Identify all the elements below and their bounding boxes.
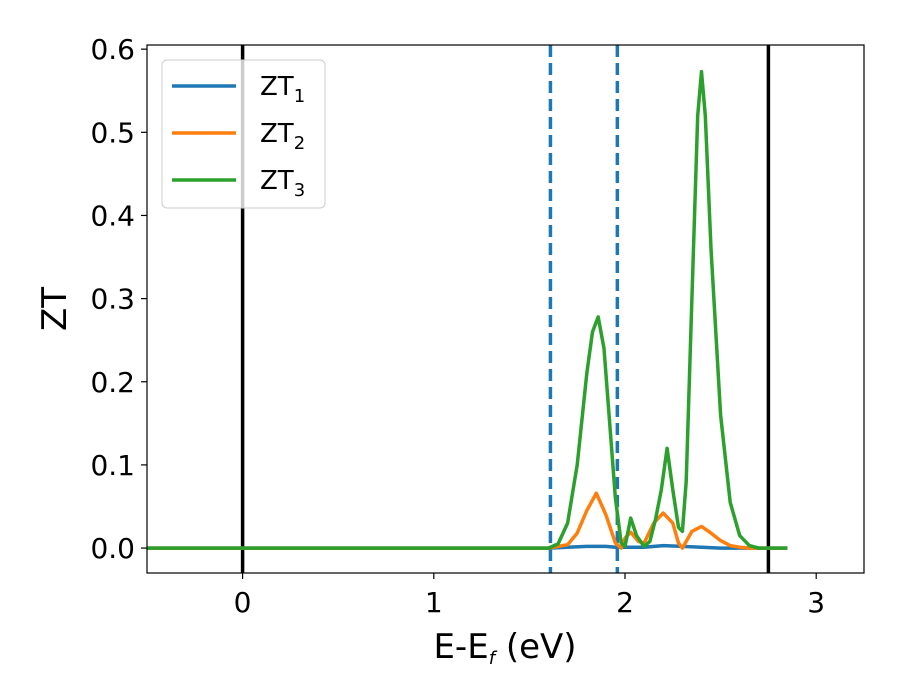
x-axis-title-sub: f <box>489 648 498 669</box>
y-axis-title: ZT <box>35 287 75 331</box>
x-tick-label: 3 <box>807 586 825 619</box>
y-tick-label: 0.3 <box>90 283 135 316</box>
series-zt3-line <box>147 69 788 550</box>
x-axis-title-base: E-E <box>433 627 488 667</box>
plot-frame <box>146 44 865 574</box>
y-tick-label: 0.0 <box>90 532 135 565</box>
series-zt2-line <box>147 491 788 550</box>
x-axis-ticks: 0 1 2 3 <box>234 573 825 619</box>
x-tick-label: 0 <box>234 586 252 619</box>
x-axis-title-suffix: (eV) <box>495 627 577 667</box>
y-tick-label: 0.6 <box>90 33 135 66</box>
y-tick-label: 0.1 <box>90 449 135 482</box>
y-tick-label: 0.4 <box>90 199 135 232</box>
x-tick-label: 1 <box>425 586 443 619</box>
legend-label-zt3: ZT3 <box>260 166 305 201</box>
series-lines <box>147 69 788 550</box>
legend: ZT1 ZT2 ZT3 <box>161 59 326 209</box>
legend-label-zt2: ZT2 <box>260 119 305 154</box>
x-axis-title: E-Ef (eV) <box>433 627 576 669</box>
y-axis-ticks: 0.0 0.1 0.2 0.3 0.4 0.5 0.6 <box>90 33 147 565</box>
legend-frame <box>161 59 326 209</box>
x-tick-label: 2 <box>616 586 634 619</box>
y-tick-label: 0.2 <box>90 366 135 399</box>
legend-label-zt1: ZT1 <box>260 72 305 107</box>
y-tick-label: 0.5 <box>90 116 135 149</box>
